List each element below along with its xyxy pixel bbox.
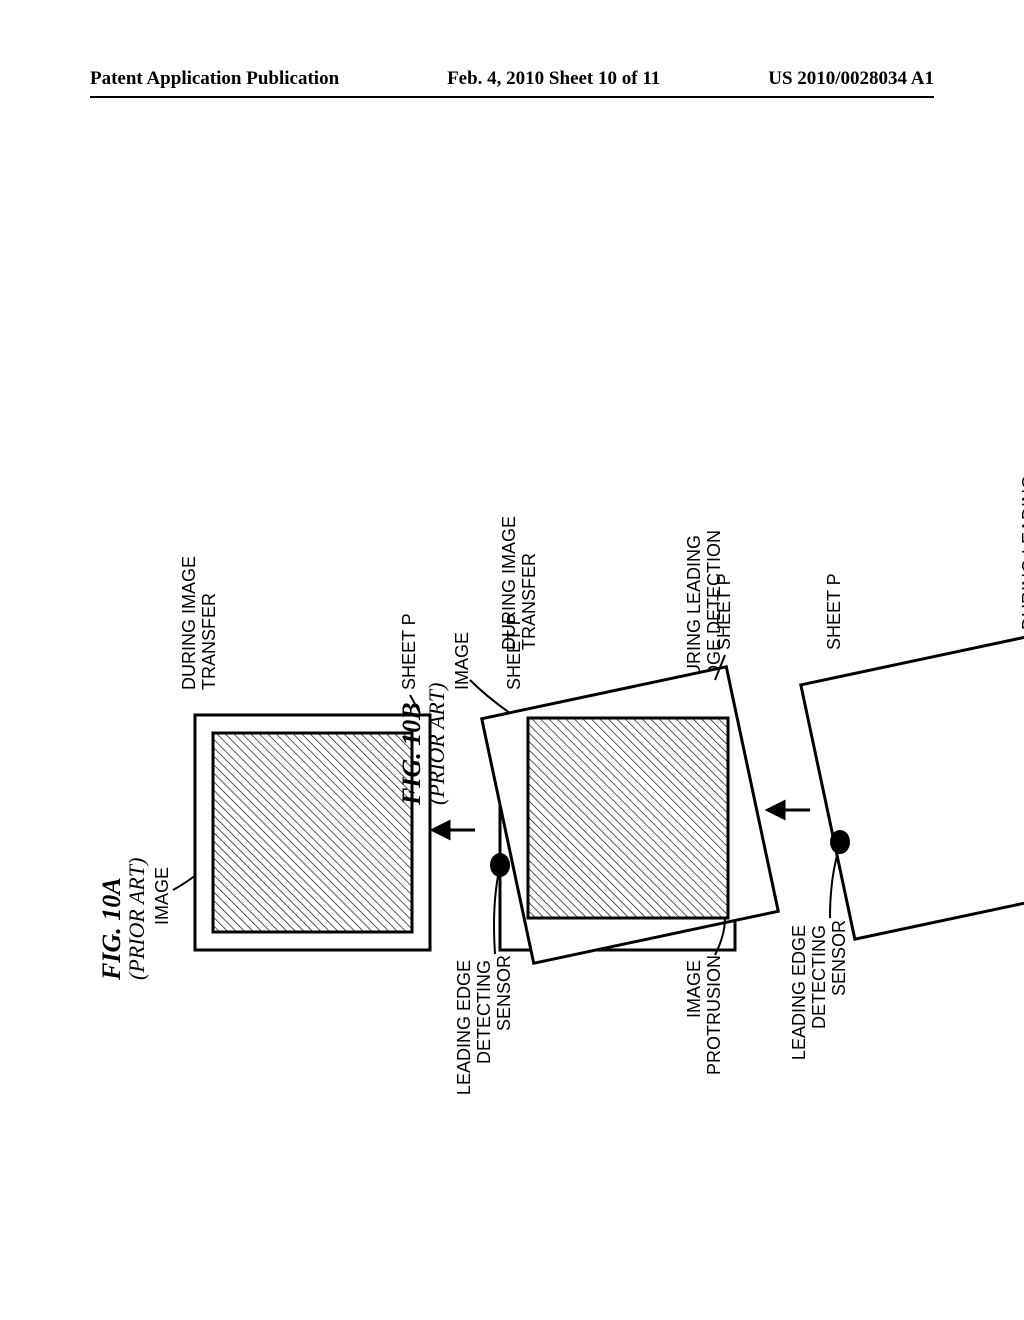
fig-b-subtitle: (PRIOR ART) (424, 683, 449, 805)
fig-b-label-edge: DURING LEADING EDGE DETECTION (1019, 470, 1024, 630)
fig-a-label-transfer: DURING IMAGE TRANSFER (179, 551, 219, 690)
fig-a-label-sensor: LEADING EDGE DETECTING SENSOR (454, 955, 514, 1095)
fig-a-title: FIG. 10A (97, 877, 126, 981)
fig-a-sensor-dot (490, 853, 510, 877)
fig-b-label-transfer: DURING IMAGE TRANSFER (499, 511, 539, 650)
fig-a-image-rect (213, 733, 412, 932)
fig-b-label-image: IMAGE (452, 632, 472, 690)
fig-b-label-sheet-lower: SHEET P (824, 573, 844, 650)
fig-b-title: FIG. 10B (397, 702, 426, 806)
fig-a-subtitle: (PRIOR ART) (124, 858, 149, 980)
fig-b-label-sensor: LEADING EDGE DETECTING SENSOR (789, 920, 849, 1060)
fig-b-label-protrusion: IMAGE PROTRUSION (684, 955, 724, 1075)
fig-a-label-sheet-upper: SHEET P (399, 613, 419, 690)
fig-b-sensor-dot (830, 830, 850, 854)
fig-b-label-sheet-upper: SHEET P (714, 573, 734, 650)
fig-b-lower-sheet-group (801, 631, 1024, 939)
figure-content: FIG. 10A (PRIOR ART) IMAGE DURING IMAGE … (0, 0, 1024, 1320)
fig-b-leader-sensor (830, 852, 838, 918)
fig-a-leader-sensor (494, 876, 498, 954)
fig-a-label-image: IMAGE (152, 867, 172, 925)
figure-svg: FIG. 10A (PRIOR ART) IMAGE DURING IMAGE … (0, 0, 1024, 1320)
fig-b-image-rect (528, 718, 728, 918)
fig-b-lower-sheet (801, 631, 1024, 939)
patent-figure-page: Patent Application Publication Feb. 4, 2… (0, 0, 1024, 1320)
